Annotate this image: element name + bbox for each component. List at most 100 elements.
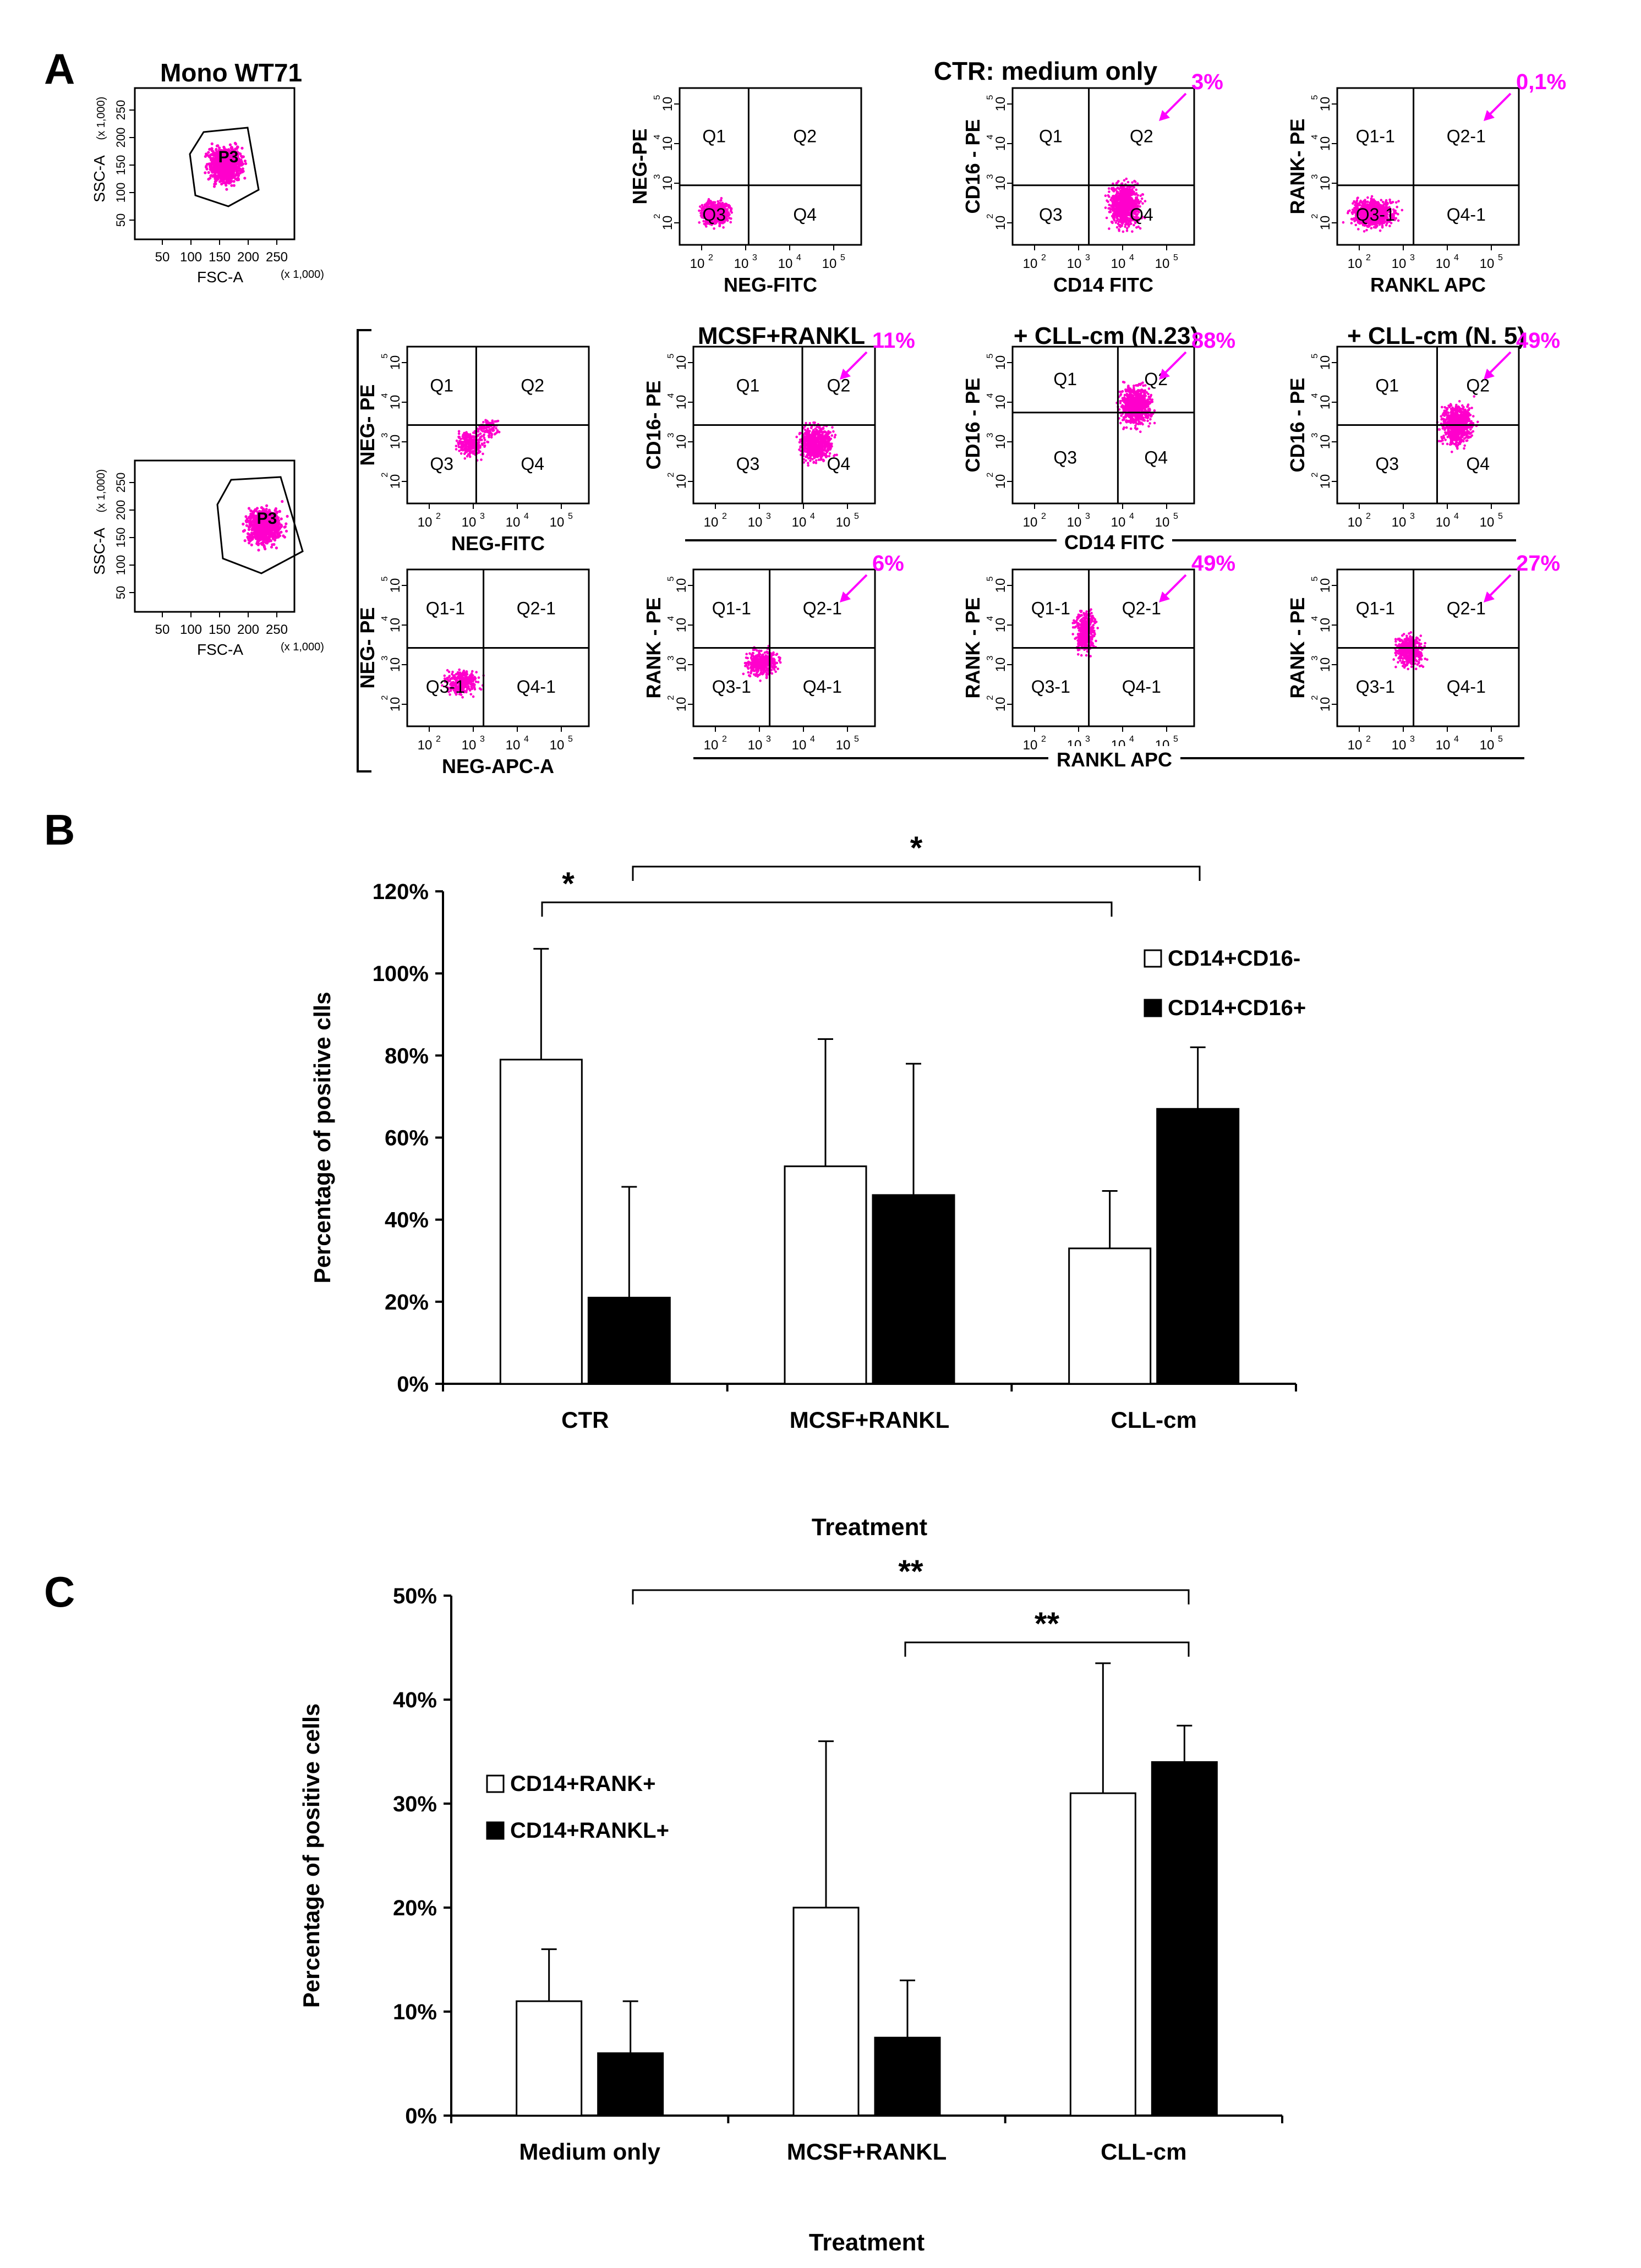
event-dot	[1141, 193, 1144, 196]
event-dot	[1123, 215, 1126, 218]
event-dot	[240, 156, 244, 159]
event-dot	[1366, 196, 1369, 199]
event-dot	[227, 169, 231, 172]
event-dot	[1120, 214, 1124, 217]
event-dot	[254, 524, 257, 528]
event-dot	[261, 534, 264, 538]
event-dot	[248, 522, 251, 525]
x-tick-label: 200	[237, 250, 259, 265]
event-dot	[1125, 177, 1128, 180]
event-dot	[1129, 189, 1132, 193]
event-dot	[253, 528, 256, 531]
y-tick-exp: 3	[380, 432, 390, 437]
x-tick-exp: 3	[480, 512, 485, 521]
y-tick-exp: 4	[986, 134, 995, 139]
panel-label-a: A	[44, 45, 75, 93]
x-tick-label: 10	[1155, 256, 1170, 271]
quadrant-label-q4: Q4-1	[1447, 205, 1486, 224]
y-tick-label: 10	[1318, 97, 1333, 112]
event-dot	[1372, 226, 1376, 229]
event-dot	[274, 535, 277, 538]
event-dot	[233, 141, 237, 145]
x-axis-unit: (x 1,000)	[281, 641, 324, 653]
event-dot	[244, 515, 248, 518]
y-tick-exp: 5	[653, 95, 662, 100]
x-tick-label: 10	[1348, 256, 1363, 271]
percent-annotation: 3%	[1191, 70, 1223, 94]
event-dot	[261, 541, 265, 544]
event-dot	[1131, 200, 1135, 204]
event-dot	[213, 173, 216, 177]
event-dot	[1129, 185, 1132, 189]
quadrant-label-q1: Q1	[1039, 126, 1063, 146]
event-dot	[471, 445, 474, 447]
event-dot	[483, 436, 486, 440]
y-tick-label: 250	[114, 473, 128, 493]
quadrant-label-q4: Q4	[521, 454, 544, 474]
event-dot	[721, 201, 724, 205]
event-dot	[249, 509, 253, 512]
y-tick-exp: 2	[1310, 213, 1320, 218]
event-dot	[205, 165, 208, 168]
y-tick-exp: 2	[986, 213, 995, 218]
y-tick-label: 10	[993, 216, 1008, 231]
event-dot	[276, 535, 280, 539]
x-tick-exp: 4	[796, 253, 801, 262]
event-dot	[1108, 211, 1111, 213]
event-dot	[221, 171, 224, 174]
y-axis-label: SSC-A	[91, 528, 108, 575]
event-dot	[261, 532, 264, 535]
quadrant-label-q2: Q2	[793, 126, 817, 146]
y-axis-label: SSC-A	[91, 155, 108, 202]
event-dot	[275, 546, 278, 550]
event-dot	[1356, 196, 1359, 199]
event-dot	[463, 457, 467, 460]
event-dot	[1385, 199, 1388, 202]
x-axis-unit: (x 1,000)	[281, 269, 324, 281]
event-dot	[1363, 230, 1366, 233]
event-dot	[713, 227, 715, 230]
event-dot	[236, 171, 239, 174]
x-tick-label: 100	[180, 622, 202, 637]
event-dot	[1366, 224, 1369, 227]
y-tick-exp: 4	[653, 134, 662, 139]
event-dot	[480, 427, 483, 430]
y-tick-label: 50	[114, 586, 128, 599]
x-tick-label: 10	[778, 256, 793, 271]
event-dot	[204, 171, 207, 174]
event-dot	[260, 506, 264, 510]
event-dot	[496, 429, 499, 432]
quadrant-plot-ctr-rank: Q1-1 Q2-1Q3-1 Q4-110 2 10 3 10 4 10 5102103104105…	[1286, 70, 1566, 296]
event-dot	[479, 432, 482, 435]
event-dot	[1117, 187, 1119, 189]
event-dot	[210, 142, 214, 145]
event-dot	[1116, 212, 1119, 215]
event-dot	[1123, 218, 1126, 221]
event-dot	[253, 509, 256, 513]
event-dot	[272, 543, 276, 546]
event-dot	[1397, 219, 1400, 222]
event-dot	[482, 430, 484, 432]
event-dot	[1136, 194, 1140, 197]
event-dot	[488, 436, 490, 439]
event-dot	[243, 160, 247, 163]
x-tick-label: 10	[690, 256, 705, 271]
event-dot	[1125, 190, 1128, 193]
y-tick-exp: 3	[1310, 174, 1320, 179]
event-dot	[1117, 180, 1120, 183]
event-dot	[1115, 182, 1118, 185]
event-dot	[1108, 227, 1111, 230]
x-tick-exp: 5	[1173, 253, 1178, 262]
event-dot	[1125, 198, 1128, 201]
event-dot	[709, 200, 712, 202]
x-tick-exp: 2	[1366, 253, 1371, 262]
event-dot	[483, 441, 486, 445]
event-dot	[1355, 199, 1359, 202]
event-dot	[1112, 207, 1115, 210]
event-dot	[265, 534, 268, 537]
